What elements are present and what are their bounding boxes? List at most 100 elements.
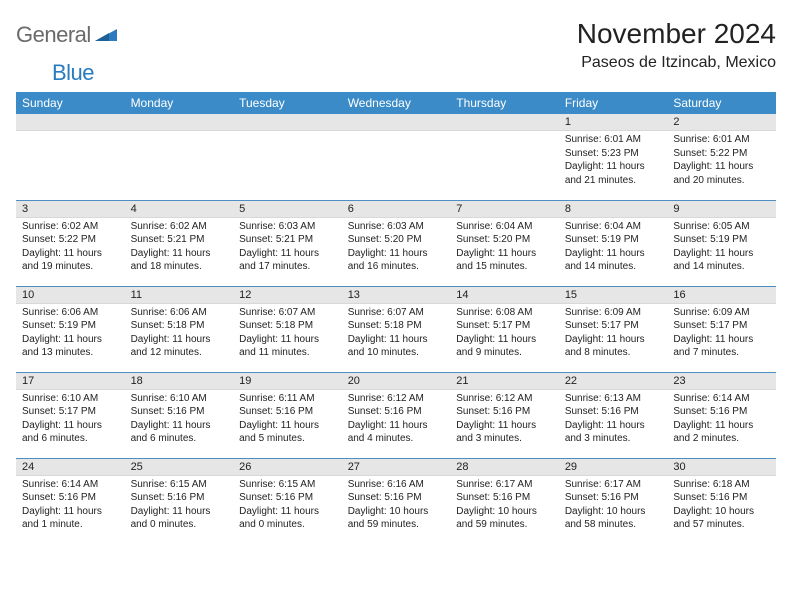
day-details: Sunrise: 6:16 AMSunset: 5:16 PMDaylight:…: [342, 476, 451, 536]
sunset-text: Sunset: 5:21 PM: [239, 233, 336, 247]
sunset-text: Sunset: 5:20 PM: [348, 233, 445, 247]
calendar-day-cell: 6Sunrise: 6:03 AMSunset: 5:20 PMDaylight…: [342, 200, 451, 286]
daylight-text: Daylight: 11 hours: [673, 419, 770, 433]
daylight-text: and 57 minutes.: [673, 518, 770, 532]
daylight-text: Daylight: 11 hours: [131, 505, 228, 519]
calendar-day-cell: 23Sunrise: 6:14 AMSunset: 5:16 PMDayligh…: [667, 372, 776, 458]
calendar-day-cell: 9Sunrise: 6:05 AMSunset: 5:19 PMDaylight…: [667, 200, 776, 286]
day-number: 12: [233, 287, 342, 304]
day-number: 28: [450, 459, 559, 476]
calendar-week-row: 1Sunrise: 6:01 AMSunset: 5:23 PMDaylight…: [16, 114, 776, 200]
day-details: Sunrise: 6:17 AMSunset: 5:16 PMDaylight:…: [559, 476, 668, 536]
daylight-text: and 3 minutes.: [456, 432, 553, 446]
sunrise-text: Sunrise: 6:14 AM: [22, 478, 119, 492]
day-number: 23: [667, 373, 776, 390]
sunset-text: Sunset: 5:17 PM: [673, 319, 770, 333]
daylight-text: Daylight: 11 hours: [239, 419, 336, 433]
day-details: Sunrise: 6:02 AMSunset: 5:22 PMDaylight:…: [16, 218, 125, 278]
day-details: Sunrise: 6:12 AMSunset: 5:16 PMDaylight:…: [342, 390, 451, 450]
weekday-header: Saturday: [667, 92, 776, 114]
daylight-text: and 8 minutes.: [565, 346, 662, 360]
calendar-day-cell: 24Sunrise: 6:14 AMSunset: 5:16 PMDayligh…: [16, 458, 125, 544]
sunset-text: Sunset: 5:16 PM: [673, 405, 770, 419]
calendar-day-cell: 15Sunrise: 6:09 AMSunset: 5:17 PMDayligh…: [559, 286, 668, 372]
day-number: 20: [342, 373, 451, 390]
daylight-text: Daylight: 10 hours: [348, 505, 445, 519]
day-details: Sunrise: 6:14 AMSunset: 5:16 PMDaylight:…: [667, 390, 776, 450]
sunrise-text: Sunrise: 6:07 AM: [348, 306, 445, 320]
daylight-text: and 58 minutes.: [565, 518, 662, 532]
day-number: 27: [342, 459, 451, 476]
calendar-day-cell: 22Sunrise: 6:13 AMSunset: 5:16 PMDayligh…: [559, 372, 668, 458]
daylight-text: Daylight: 11 hours: [673, 333, 770, 347]
sunset-text: Sunset: 5:18 PM: [348, 319, 445, 333]
weekday-header: Wednesday: [342, 92, 451, 114]
logo-text-general: General: [16, 22, 91, 48]
daylight-text: Daylight: 11 hours: [22, 247, 119, 261]
calendar-week-row: 3Sunrise: 6:02 AMSunset: 5:22 PMDaylight…: [16, 200, 776, 286]
daylight-text: and 59 minutes.: [456, 518, 553, 532]
calendar-day-cell: 25Sunrise: 6:15 AMSunset: 5:16 PMDayligh…: [125, 458, 234, 544]
calendar-day-cell: 13Sunrise: 6:07 AMSunset: 5:18 PMDayligh…: [342, 286, 451, 372]
day-number: [450, 114, 559, 131]
sunset-text: Sunset: 5:16 PM: [131, 491, 228, 505]
calendar-day-cell: 21Sunrise: 6:12 AMSunset: 5:16 PMDayligh…: [450, 372, 559, 458]
sunrise-text: Sunrise: 6:12 AM: [456, 392, 553, 406]
daylight-text: and 19 minutes.: [22, 260, 119, 274]
sunset-text: Sunset: 5:16 PM: [239, 405, 336, 419]
daylight-text: and 3 minutes.: [565, 432, 662, 446]
sunrise-text: Sunrise: 6:04 AM: [565, 220, 662, 234]
sunrise-text: Sunrise: 6:08 AM: [456, 306, 553, 320]
sunset-text: Sunset: 5:18 PM: [239, 319, 336, 333]
daylight-text: and 18 minutes.: [131, 260, 228, 274]
day-number: 13: [342, 287, 451, 304]
daylight-text: and 7 minutes.: [673, 346, 770, 360]
calendar-day-cell: 27Sunrise: 6:16 AMSunset: 5:16 PMDayligh…: [342, 458, 451, 544]
calendar-day-cell: 26Sunrise: 6:15 AMSunset: 5:16 PMDayligh…: [233, 458, 342, 544]
sunset-text: Sunset: 5:21 PM: [131, 233, 228, 247]
calendar-day-cell: 1Sunrise: 6:01 AMSunset: 5:23 PMDaylight…: [559, 114, 668, 200]
calendar-day-cell: 10Sunrise: 6:06 AMSunset: 5:19 PMDayligh…: [16, 286, 125, 372]
daylight-text: Daylight: 11 hours: [348, 333, 445, 347]
daylight-text: and 14 minutes.: [565, 260, 662, 274]
sunrise-text: Sunrise: 6:03 AM: [239, 220, 336, 234]
sunrise-text: Sunrise: 6:09 AM: [673, 306, 770, 320]
sunset-text: Sunset: 5:19 PM: [673, 233, 770, 247]
calendar-day-cell: 11Sunrise: 6:06 AMSunset: 5:18 PMDayligh…: [125, 286, 234, 372]
day-details: Sunrise: 6:01 AMSunset: 5:23 PMDaylight:…: [559, 131, 668, 191]
daylight-text: and 4 minutes.: [348, 432, 445, 446]
day-number: 15: [559, 287, 668, 304]
day-details: Sunrise: 6:07 AMSunset: 5:18 PMDaylight:…: [342, 304, 451, 364]
daylight-text: Daylight: 11 hours: [348, 247, 445, 261]
sunrise-text: Sunrise: 6:01 AM: [565, 133, 662, 147]
daylight-text: and 13 minutes.: [22, 346, 119, 360]
daylight-text: Daylight: 11 hours: [348, 419, 445, 433]
day-details: Sunrise: 6:07 AMSunset: 5:18 PMDaylight:…: [233, 304, 342, 364]
sunrise-text: Sunrise: 6:04 AM: [456, 220, 553, 234]
day-number: 22: [559, 373, 668, 390]
daylight-text: and 0 minutes.: [239, 518, 336, 532]
calendar-day-cell: 19Sunrise: 6:11 AMSunset: 5:16 PMDayligh…: [233, 372, 342, 458]
sunset-text: Sunset: 5:17 PM: [565, 319, 662, 333]
sunrise-text: Sunrise: 6:17 AM: [456, 478, 553, 492]
daylight-text: and 14 minutes.: [673, 260, 770, 274]
day-number: 26: [233, 459, 342, 476]
sunrise-text: Sunrise: 6:02 AM: [131, 220, 228, 234]
calendar-day-cell: 20Sunrise: 6:12 AMSunset: 5:16 PMDayligh…: [342, 372, 451, 458]
day-details: Sunrise: 6:10 AMSunset: 5:16 PMDaylight:…: [125, 390, 234, 450]
day-details: Sunrise: 6:05 AMSunset: 5:19 PMDaylight:…: [667, 218, 776, 278]
day-number: 7: [450, 201, 559, 218]
day-number: [342, 114, 451, 131]
daylight-text: Daylight: 11 hours: [456, 333, 553, 347]
day-details: Sunrise: 6:11 AMSunset: 5:16 PMDaylight:…: [233, 390, 342, 450]
sunrise-text: Sunrise: 6:10 AM: [131, 392, 228, 406]
daylight-text: Daylight: 10 hours: [456, 505, 553, 519]
sunset-text: Sunset: 5:22 PM: [673, 147, 770, 161]
calendar-table: Sunday Monday Tuesday Wednesday Thursday…: [16, 92, 776, 544]
day-number: 2: [667, 114, 776, 131]
day-number: 10: [16, 287, 125, 304]
sunset-text: Sunset: 5:16 PM: [348, 405, 445, 419]
daylight-text: Daylight: 11 hours: [239, 247, 336, 261]
sunset-text: Sunset: 5:16 PM: [131, 405, 228, 419]
calendar-day-cell: 8Sunrise: 6:04 AMSunset: 5:19 PMDaylight…: [559, 200, 668, 286]
